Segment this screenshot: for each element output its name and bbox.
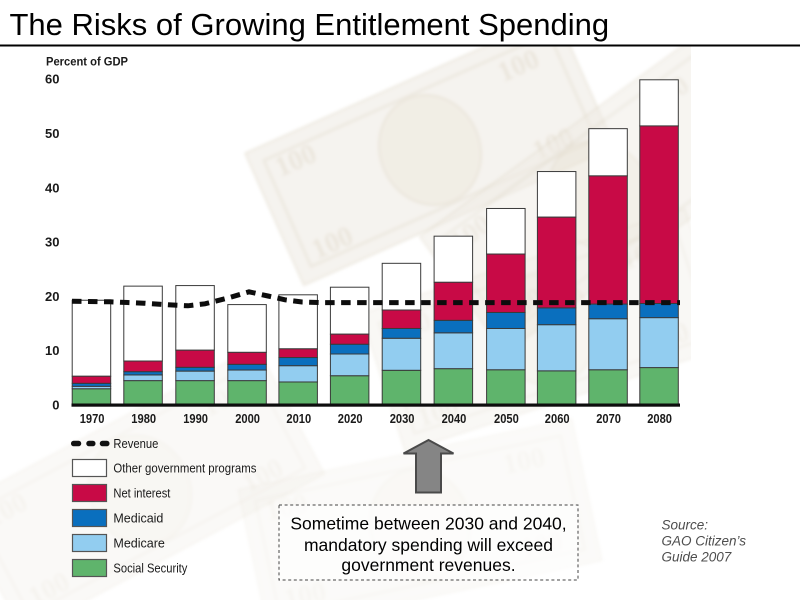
svg-text:2050: 2050	[494, 412, 519, 426]
svg-text:GAO Citizen’s: GAO Citizen’s	[662, 534, 747, 549]
svg-text:Sometime between 2030 and 2040: Sometime between 2030 and 2040,	[290, 514, 566, 534]
svg-text:Guide 2007: Guide 2007	[662, 550, 732, 565]
svg-text:1990: 1990	[183, 412, 208, 426]
svg-text:2070: 2070	[596, 412, 621, 426]
svg-text:1970: 1970	[80, 412, 105, 426]
svg-text:Revenue: Revenue	[113, 436, 158, 451]
svg-text:30: 30	[45, 235, 59, 250]
svg-text:2020: 2020	[338, 412, 363, 426]
svg-text:Other government programs: Other government programs	[113, 460, 256, 475]
svg-text:1980: 1980	[131, 412, 156, 426]
svg-text:Medicaid: Medicaid	[113, 510, 163, 525]
svg-text:2060: 2060	[545, 412, 570, 426]
svg-text:50: 50	[45, 126, 59, 141]
svg-text:2010: 2010	[286, 412, 311, 426]
svg-text:Percent of GDP: Percent of GDP	[46, 55, 128, 69]
svg-text:20: 20	[45, 289, 59, 304]
svg-text:Social Security: Social Security	[113, 560, 188, 575]
svg-text:60: 60	[45, 72, 59, 87]
svg-text:government revenues.: government revenues.	[341, 555, 515, 575]
svg-text:2000: 2000	[235, 412, 260, 426]
svg-text:Medicare: Medicare	[113, 535, 164, 550]
svg-text:Source:: Source:	[662, 518, 709, 533]
svg-text:2030: 2030	[390, 412, 415, 426]
svg-text:0: 0	[52, 398, 59, 413]
svg-text:mandatory spending will exceed: mandatory spending will exceed	[304, 535, 553, 555]
svg-text:10: 10	[45, 343, 59, 358]
svg-text:Net interest: Net interest	[113, 485, 170, 500]
svg-text:2080: 2080	[647, 412, 672, 426]
svg-text:The Risks of Growing Entitleme: The Risks of Growing Entitlement Spendin…	[10, 7, 610, 42]
svg-text:100: 100	[281, 576, 329, 600]
svg-text:40: 40	[45, 180, 59, 195]
svg-text:2040: 2040	[442, 412, 467, 426]
